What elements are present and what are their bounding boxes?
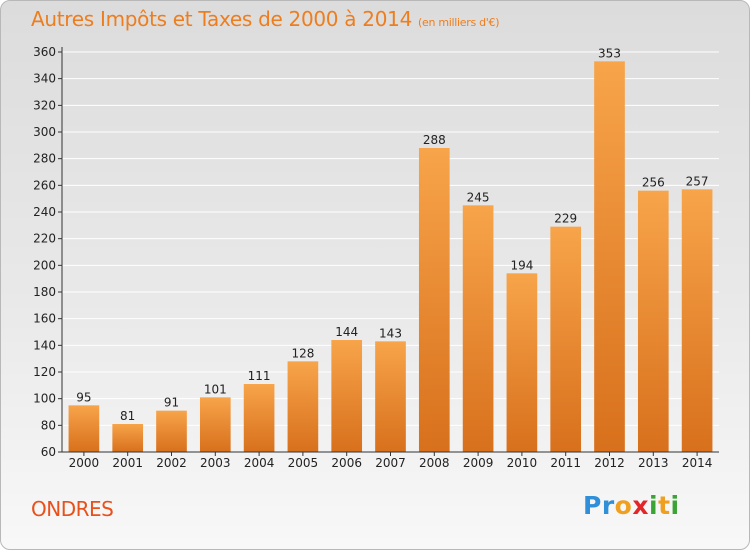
x-tick-label: 2014 (682, 456, 713, 470)
y-tick-label: 260 (33, 178, 56, 192)
bar-value-label: 288 (423, 133, 446, 147)
bar-value-label: 229 (554, 212, 577, 226)
proxiti-logo: Proxiti (583, 491, 680, 520)
bar (418, 148, 450, 452)
bar (506, 273, 538, 452)
y-tick-label: 280 (33, 152, 56, 166)
logo-letter: t (658, 491, 671, 520)
bar-value-label: 143 (379, 326, 402, 340)
y-tick-label: 320 (33, 98, 56, 112)
x-tick-label: 2004 (244, 456, 275, 470)
x-tick-label: 2009 (463, 456, 494, 470)
title-text: Autres Impôts et Taxes de 2000 à 2014 (31, 7, 412, 31)
logo-letter: o (614, 491, 633, 520)
bar (375, 341, 406, 452)
x-tick-label: 2010 (507, 456, 538, 470)
bar (594, 61, 625, 452)
bar (462, 205, 494, 452)
bar (550, 226, 582, 452)
y-tick-label: 220 (33, 232, 56, 246)
y-tick-label: 340 (33, 72, 56, 86)
x-tick-label: 2001 (112, 456, 143, 470)
y-tick-label: 100 (33, 392, 56, 406)
x-tick-label: 2006 (331, 456, 362, 470)
chart-title: Autres Impôts et Taxes de 2000 à 2014 (en… (31, 7, 499, 31)
logo-letter: i (670, 491, 680, 520)
bar-value-label: 95 (76, 390, 91, 404)
bar-value-label: 128 (291, 346, 314, 360)
y-tick-label: 160 (33, 312, 56, 326)
bar-value-label: 91 (164, 396, 179, 410)
bar-value-label: 144 (335, 325, 358, 339)
logo-letter: P (583, 491, 602, 520)
bar-value-label: 245 (467, 190, 490, 204)
bar (156, 410, 187, 452)
bar-value-label: 81 (120, 409, 135, 423)
y-tick-label: 300 (33, 125, 56, 139)
logo-letter: i (649, 491, 659, 520)
x-tick-label: 2002 (156, 456, 187, 470)
y-tick-label: 80 (41, 418, 56, 432)
bar (681, 189, 713, 453)
bar (287, 361, 319, 452)
bar-value-label: 101 (204, 382, 227, 396)
x-tick-label: 2007 (375, 456, 406, 470)
bar-value-label: 257 (686, 174, 709, 188)
y-tick-label: 60 (41, 445, 56, 459)
y-tick-label: 360 (33, 45, 56, 59)
bar-value-label: 194 (510, 258, 533, 272)
axes: 60 80 100 120 140 160 180 200 220 240 260 280 300 320… (33, 45, 719, 470)
x-tick-label: 2012 (594, 456, 625, 470)
y-tick-label: 240 (33, 205, 56, 219)
bar (331, 340, 363, 452)
bar (243, 384, 275, 452)
bar (199, 397, 231, 452)
bar-value-label: 353 (598, 46, 621, 60)
bar (637, 190, 669, 452)
x-tick-label: 2000 (69, 456, 100, 470)
logo-letter: r (601, 491, 615, 520)
x-tick-label: 2008 (419, 456, 450, 470)
bar-value-label: 111 (248, 369, 271, 383)
x-tick-label: 2011 (550, 456, 581, 470)
logo-letter: x (632, 491, 649, 520)
y-tick-label: 180 (33, 285, 56, 299)
x-tick-label: 2013 (638, 456, 669, 470)
town-name: ONDRES (31, 497, 114, 521)
bars: 95 81 91 101 111 128 144 143 288 245 194 229 353 256 2… (68, 46, 713, 453)
x-tick-label: 2005 (288, 456, 319, 470)
bar (112, 424, 144, 452)
y-tick-label: 140 (33, 338, 56, 352)
bar (68, 405, 100, 452)
y-tick-label: 200 (33, 258, 56, 272)
bar-value-label: 256 (642, 176, 665, 190)
y-tick-label: 120 (33, 365, 56, 379)
x-tick-label: 2003 (200, 456, 231, 470)
chart-subtitle: (en milliers d'€) (418, 16, 500, 29)
